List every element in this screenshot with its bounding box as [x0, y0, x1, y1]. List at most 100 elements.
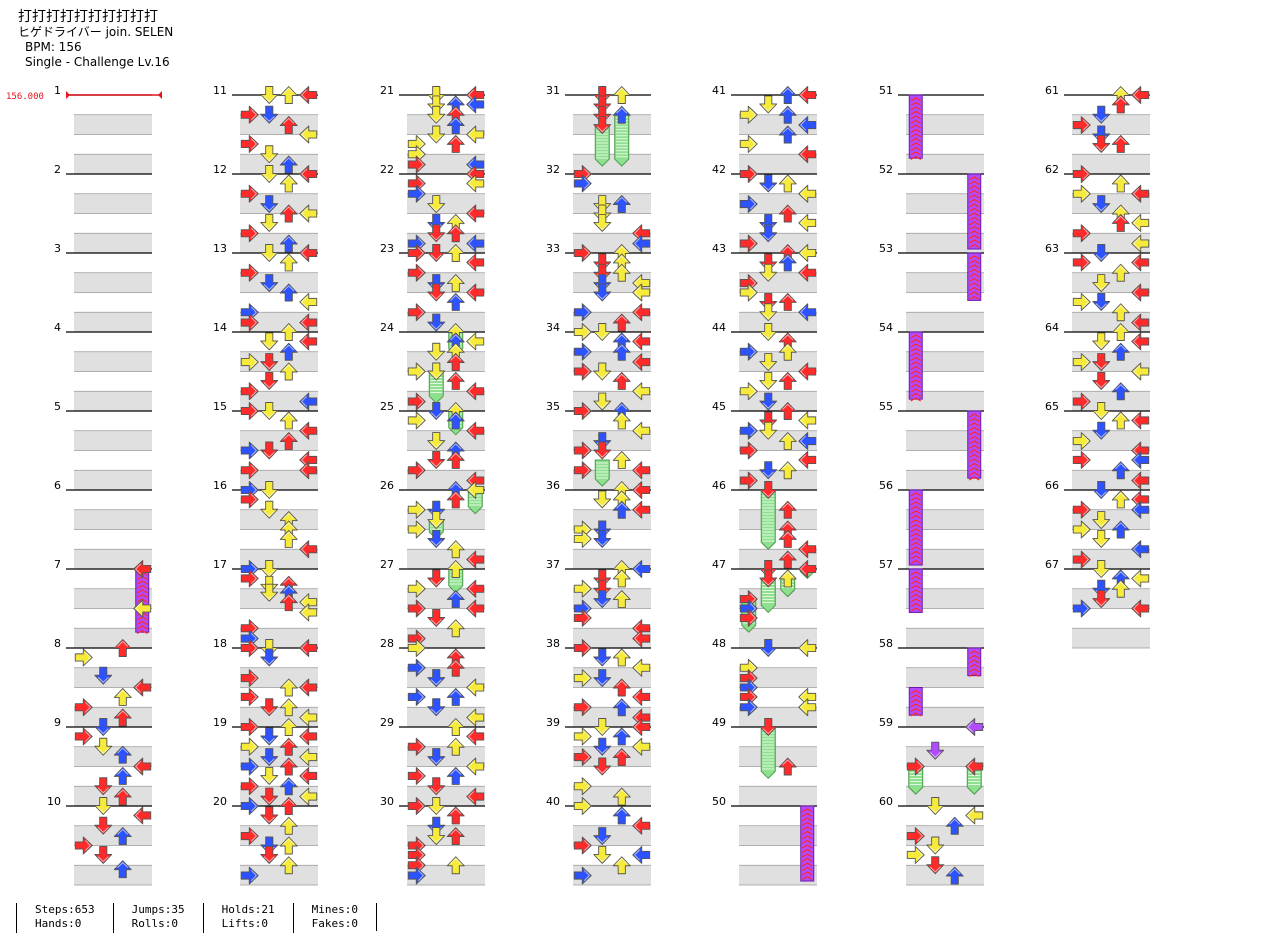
- arrow-note: [798, 362, 817, 381]
- stats-end-divider: [375, 903, 377, 931]
- measure-number: 36: [546, 479, 560, 492]
- arrow-note: [926, 797, 945, 815]
- measure-row-shade: [573, 825, 651, 846]
- arrow-note: [1131, 234, 1150, 253]
- arrow-note: [612, 787, 631, 806]
- arrow-note: [798, 411, 817, 430]
- arrow-note: [427, 530, 446, 548]
- measure-number: 37: [546, 558, 560, 571]
- arrow-note: [573, 579, 592, 598]
- measure-row-shade: [573, 509, 651, 530]
- measure-number: 1: [54, 84, 61, 97]
- measure-row-shade: [573, 233, 651, 253]
- arrow-note: [446, 451, 465, 469]
- roll-note: [908, 568, 923, 613]
- arrow-note: [1092, 274, 1111, 292]
- arrow-note: [1111, 490, 1130, 509]
- measure-number: 30: [380, 795, 394, 808]
- arrow-note: [593, 323, 612, 341]
- arrow-note: [427, 342, 446, 361]
- arrow-note: [1072, 520, 1091, 539]
- measure-row-shade: [74, 114, 152, 135]
- arrow-note: [798, 145, 817, 164]
- measure-number: 35: [546, 400, 560, 413]
- measure-row-shade: [407, 233, 485, 253]
- arrow-note: [798, 451, 817, 469]
- measure-number: 34: [546, 321, 560, 334]
- measure-number: 51: [879, 84, 893, 97]
- arrow-note: [446, 274, 465, 292]
- roll-note: [908, 94, 923, 161]
- arrow-note: [632, 718, 651, 736]
- measure-number: 53: [879, 242, 893, 255]
- measure-row-shade: [1072, 114, 1150, 135]
- arrow-note: [632, 283, 651, 302]
- arrow-note: [260, 727, 279, 746]
- measure-row-shade: [407, 786, 485, 806]
- measure-row-shade: [240, 312, 318, 332]
- arrow-note: [466, 95, 485, 114]
- roll-note: [967, 252, 982, 301]
- arrow-note: [798, 540, 817, 559]
- bpm-label: 156.000: [6, 92, 44, 102]
- measure-number: 61: [1045, 84, 1059, 97]
- arrow-note: [778, 432, 797, 450]
- measure-number: 17: [213, 558, 227, 571]
- arrow-note: [593, 362, 612, 381]
- measure-row-shade: [1072, 549, 1150, 569]
- arrow-note: [407, 737, 426, 756]
- arrow-note: [612, 590, 631, 608]
- measure-row-shade: [906, 391, 984, 411]
- arrow-note: [739, 135, 758, 153]
- arrow-note: [632, 461, 651, 480]
- measure-number: 9: [54, 716, 61, 729]
- arrow-note: [260, 402, 279, 420]
- arrow-note: [573, 362, 592, 381]
- arrow-note: [632, 421, 651, 440]
- measure-row-shade: [573, 272, 651, 293]
- measure-row-shade: [407, 588, 485, 609]
- arrow-note: [113, 787, 132, 806]
- measure-row-shade: [906, 549, 984, 569]
- arrow-note: [279, 797, 298, 815]
- arrow-note: [279, 253, 298, 272]
- arrow-note: [299, 86, 318, 104]
- arrow-note: [279, 757, 298, 776]
- arrow-note: [407, 362, 426, 381]
- measure-row-shade: [74, 786, 152, 806]
- arrow-note: [407, 866, 426, 885]
- measure-row-shade: [1072, 588, 1150, 609]
- arrow-note: [260, 500, 279, 519]
- measure-row-shade: [1072, 470, 1150, 490]
- arrow-note: [446, 590, 465, 608]
- measure-row-shade: [573, 470, 651, 490]
- arrow-note: [759, 224, 778, 243]
- arrow-note: [74, 727, 93, 746]
- arrow-note: [240, 827, 259, 845]
- measure-row-shade: [1072, 391, 1150, 411]
- arrow-note: [279, 155, 298, 174]
- measure-row-shade: [906, 430, 984, 451]
- measure-row-shade: [739, 312, 817, 332]
- measure-row-shade: [74, 351, 152, 372]
- arrow-note: [279, 777, 298, 796]
- measure-number: 46: [712, 479, 726, 492]
- arrow-note: [299, 787, 318, 806]
- arrow-note: [279, 718, 298, 736]
- arrow-note: [466, 382, 485, 401]
- arrow-note: [593, 116, 612, 134]
- measure-row-shade: [240, 233, 318, 253]
- measure-row-shade: [74, 470, 152, 490]
- measure-number: 7: [54, 558, 61, 571]
- arrow-note: [94, 666, 113, 685]
- hold-note: [594, 459, 610, 487]
- arrow-note: [778, 253, 797, 272]
- arrow-note: [299, 708, 318, 727]
- measure-row-shade: [739, 430, 817, 451]
- measure-number: 18: [213, 637, 227, 650]
- arrow-note: [778, 569, 797, 588]
- arrow-note: [1111, 520, 1130, 539]
- mines-count: Mines:0: [311, 903, 358, 916]
- arrow-note: [133, 599, 152, 618]
- measure-row-shade: [240, 628, 318, 648]
